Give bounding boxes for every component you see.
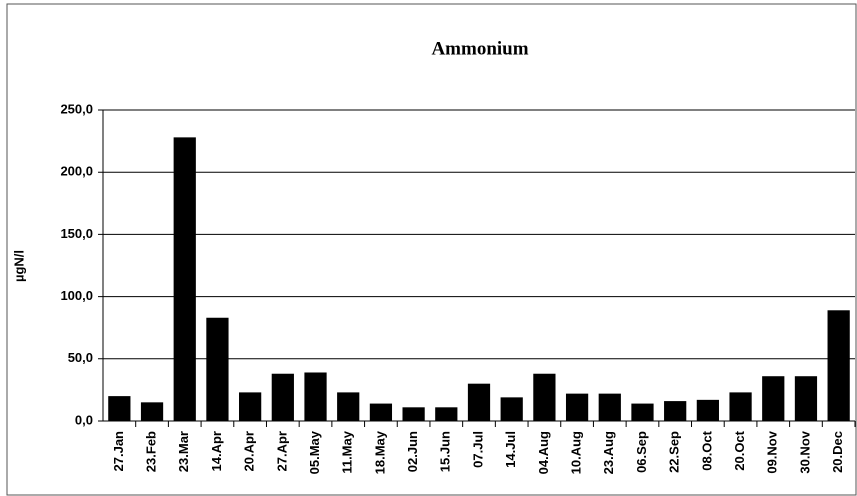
x-tick-label: 23.Feb: [143, 431, 158, 472]
bar: [533, 373, 556, 421]
bar: [598, 393, 621, 421]
x-tick-label: 27.Jan: [111, 431, 126, 472]
x-tick-label: 23.Aug: [601, 431, 616, 474]
chart-title: Ammonium: [431, 38, 528, 59]
y-tick-label: 0,0: [75, 412, 93, 427]
x-tick-label: 18.May: [372, 430, 387, 474]
bar: [435, 407, 458, 421]
bar: [337, 392, 360, 421]
x-tick-label: 14.Apr: [209, 431, 224, 471]
y-tick-label: 150,0: [60, 226, 93, 241]
bar: [631, 403, 654, 421]
x-tick-label: 05.May: [307, 430, 322, 474]
bar: [794, 376, 818, 421]
bar: [271, 373, 294, 421]
bar: [565, 393, 589, 421]
x-tick-label: 09.Nov: [765, 430, 780, 473]
bar: [467, 383, 491, 421]
bar: [827, 310, 850, 421]
y-axis-label: µgN/l: [11, 250, 26, 282]
bar: [304, 372, 327, 421]
y-tick-label: 250,0: [60, 101, 93, 116]
x-tick-label: 11.May: [340, 430, 355, 473]
x-tick-label: 23.Mar: [176, 431, 191, 472]
x-tick-label: 27.Apr: [274, 431, 289, 471]
x-tick-label: 06.Sep: [634, 431, 649, 473]
x-tick-label: 04.Aug: [536, 431, 551, 474]
bar: [173, 137, 196, 422]
x-tick-label: 20.Apr: [242, 431, 257, 471]
bar: [140, 402, 164, 421]
bar: [500, 397, 523, 421]
y-tick-label: 100,0: [60, 288, 93, 303]
x-tick-label: 02.Jun: [405, 431, 420, 472]
bar: [664, 401, 687, 421]
x-tick-label: 22.Sep: [667, 431, 682, 473]
bar: [729, 392, 752, 421]
y-tick-label: 50,0: [68, 350, 93, 365]
bar: [239, 392, 262, 421]
x-tick-label: 20.Oct: [732, 430, 747, 470]
y-tick-label: 200,0: [60, 164, 93, 179]
bar: [206, 317, 229, 421]
x-tick-label: 15.Jun: [438, 431, 453, 472]
x-tick-label: 07.Jul: [470, 431, 485, 468]
x-tick-label: 08.Oct: [699, 430, 714, 470]
x-tick-label: 30.Nov: [797, 430, 812, 473]
bar: [108, 396, 131, 421]
x-tick-label: 20.Dec: [830, 431, 845, 473]
bar: [369, 403, 393, 421]
bar: [402, 407, 425, 421]
bar: [762, 376, 785, 421]
bar: [696, 399, 719, 421]
x-tick-label: 14.Jul: [503, 431, 518, 468]
x-tick-label: 10.Aug: [569, 431, 584, 474]
